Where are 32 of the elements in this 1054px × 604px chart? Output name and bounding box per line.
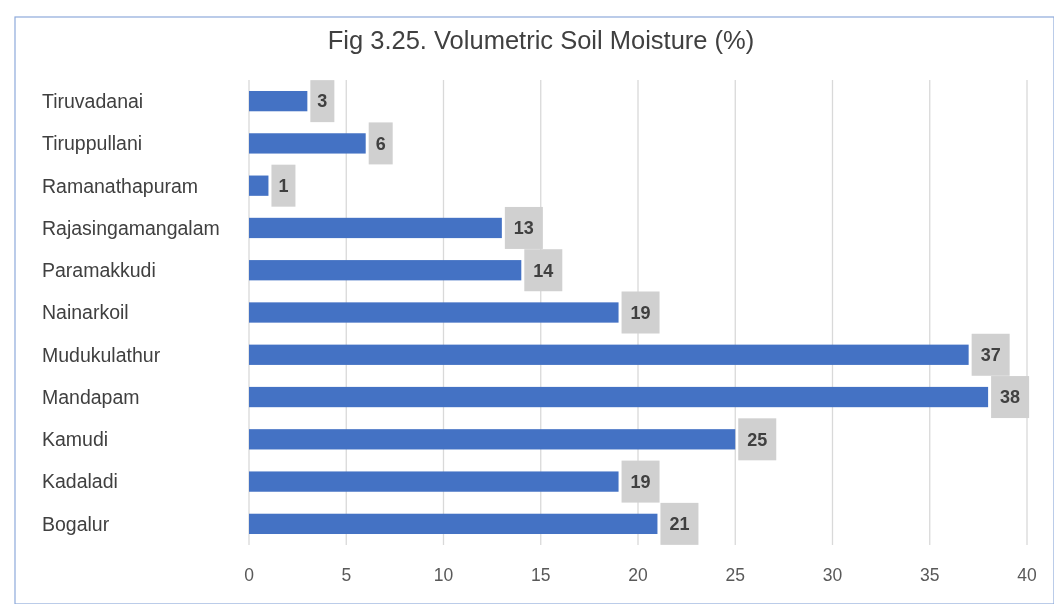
x-tick-label: 20 xyxy=(628,565,648,586)
data-label: 19 xyxy=(630,471,651,492)
data-label: 1 xyxy=(278,175,289,196)
x-tick-label: 35 xyxy=(920,565,940,586)
y-tick-label: Rajasingamangalam xyxy=(42,216,220,239)
y-tick-label: Tiruvadanai xyxy=(42,89,144,112)
data-label: 37 xyxy=(980,345,1001,366)
x-tick-label: 15 xyxy=(531,565,551,586)
data-label: 6 xyxy=(375,133,386,154)
x-tick-label: 0 xyxy=(244,565,255,586)
data-label: 25 xyxy=(747,429,768,450)
y-tick-label: Nainarkoil xyxy=(42,301,129,324)
y-tick-label: Kadaladi xyxy=(42,470,118,493)
y-tick-label: Ramanathapuram xyxy=(42,174,199,197)
x-tick-label: 40 xyxy=(1017,565,1037,586)
y-tick-label: Bogalur xyxy=(42,512,110,535)
data-label: 3 xyxy=(317,91,328,112)
data-label: 19 xyxy=(630,302,651,323)
data-label: 21 xyxy=(669,514,690,535)
y-tick-label: Mandapam xyxy=(42,385,140,408)
data-label: 14 xyxy=(533,260,554,281)
y-tick-label: Tiruppullani xyxy=(42,132,143,155)
y-tick-label: Paramakkudi xyxy=(42,259,156,282)
chart-title: Fig 3.25. Volumetric Soil Moisture (%) xyxy=(327,25,755,54)
y-tick-label: Kamudi xyxy=(42,428,109,451)
x-tick-label: 25 xyxy=(725,565,745,586)
y-tick-label: Mudukulathur xyxy=(42,343,161,366)
x-tick-label: 5 xyxy=(341,565,352,586)
data-label: 13 xyxy=(513,218,534,239)
data-label: 38 xyxy=(1000,387,1021,408)
x-tick-label: 30 xyxy=(822,565,843,586)
x-tick-label: 10 xyxy=(433,565,454,586)
